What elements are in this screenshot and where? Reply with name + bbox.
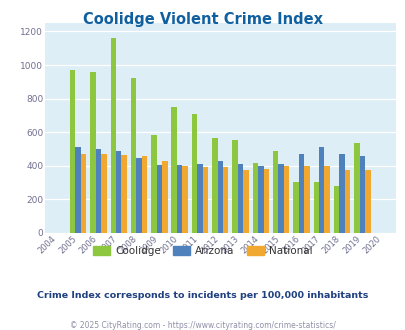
Bar [339,154,344,233]
Bar [197,164,202,233]
Bar [191,114,197,233]
Bar [182,166,188,233]
Bar [222,167,228,233]
Bar [75,147,81,233]
Bar [110,38,116,233]
Bar [121,155,127,233]
Bar [156,165,162,233]
Bar [81,154,86,233]
Bar [318,147,324,233]
Bar [303,166,309,233]
Bar [211,138,217,233]
Bar [162,161,167,233]
Bar [101,154,107,233]
Bar [237,164,243,233]
Bar [202,167,208,233]
Bar [364,170,370,233]
Bar [353,143,359,233]
Bar [243,170,248,233]
Bar [252,163,258,233]
Bar [116,150,121,233]
Bar [272,151,278,233]
Bar [263,169,269,233]
Bar [313,182,318,233]
Bar [344,170,350,233]
Bar [130,79,136,233]
Bar [232,140,237,233]
Bar [70,70,75,233]
Bar [217,161,222,233]
Text: Crime Index corresponds to incidents per 100,000 inhabitants: Crime Index corresponds to incidents per… [37,291,368,300]
Bar [333,186,339,233]
Bar [141,156,147,233]
Bar [171,107,177,233]
Text: © 2025 CityRating.com - https://www.cityrating.com/crime-statistics/: © 2025 CityRating.com - https://www.city… [70,321,335,330]
Bar [136,158,141,233]
Legend: Coolidge, Arizona, National: Coolidge, Arizona, National [89,242,316,260]
Bar [151,135,156,233]
Bar [177,165,182,233]
Bar [90,72,96,233]
Bar [298,154,303,233]
Bar [278,164,283,233]
Text: Coolidge Violent Crime Index: Coolidge Violent Crime Index [83,12,322,26]
Bar [292,182,298,233]
Bar [359,156,364,233]
Bar [324,166,329,233]
Bar [96,149,101,233]
Bar [283,166,289,233]
Bar [258,166,263,233]
